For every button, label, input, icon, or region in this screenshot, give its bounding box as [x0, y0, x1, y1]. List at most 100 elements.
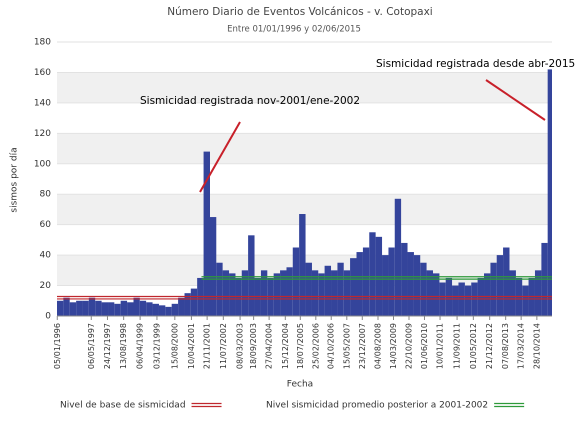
bar: [273, 273, 281, 316]
y-tick-label: 20: [40, 281, 52, 291]
y-tick-label: 80: [40, 190, 52, 200]
bar: [95, 300, 102, 316]
bar: [101, 302, 109, 316]
bar: [203, 151, 210, 316]
x-tick-label: 07/08/2013: [501, 323, 510, 369]
bar: [114, 303, 121, 316]
y-tick-label: 60: [40, 220, 52, 230]
chart-subtitle: Entre 01/01/1996 y 02/06/2015: [227, 25, 361, 35]
bar: [139, 300, 147, 316]
x-tick-label: 27/04/2004: [265, 323, 274, 369]
chart-title: Número Diario de Eventos Volcánicos - v.…: [167, 6, 432, 18]
x-tick-label: 15/12/2004: [281, 323, 290, 369]
bar: [420, 262, 427, 316]
grid-band: [57, 72, 552, 103]
bar: [63, 297, 70, 316]
x-axis-label: Fecha: [287, 380, 313, 390]
bar: [413, 255, 421, 316]
bar: [299, 214, 306, 316]
bar: [82, 300, 89, 316]
bar: [426, 270, 433, 316]
y-axis-label: sismos por día: [10, 147, 20, 212]
x-tick-label: 18/07/2005: [296, 323, 305, 369]
bar: [484, 273, 491, 316]
bar: [464, 285, 472, 316]
x-tick-label: 23/12/2007: [358, 323, 367, 369]
bar: [318, 273, 325, 316]
y-tick-label: 40: [40, 251, 52, 261]
x-tick-label: 10/04/2001: [187, 323, 196, 369]
bar: [496, 255, 504, 316]
bar: [248, 235, 255, 316]
annotation: Sismicidad registrada nov-2001/ene-2002: [140, 95, 360, 107]
x-tick-label: 06/05/1997: [87, 323, 96, 369]
bar: [260, 270, 268, 316]
bar: [534, 270, 542, 316]
x-tick-label: 25/02/2006: [311, 323, 320, 369]
bar: [311, 270, 319, 316]
bar: [394, 198, 402, 316]
bar: [503, 247, 510, 316]
bar: [108, 302, 115, 316]
bar: [184, 293, 191, 316]
bar: [69, 302, 77, 316]
x-tick-label: 21/12/2012: [485, 323, 494, 369]
x-tick-label: 24/12/1997: [103, 323, 112, 369]
x-tick-label: 01/05/2012: [469, 323, 478, 369]
bar: [343, 270, 351, 316]
bar: [280, 270, 287, 316]
bar: [146, 302, 153, 316]
bar: [222, 270, 230, 316]
bar: [522, 285, 529, 316]
x-tick-label: 10/01/2011: [436, 323, 445, 369]
annotation-arrow: [199, 121, 241, 193]
bar: [292, 247, 300, 316]
bar: [133, 297, 140, 316]
legend: Nivel de base de sismicidad Nivel sismici…: [60, 401, 525, 411]
x-tick-label: 04/10/2006: [327, 323, 336, 369]
x-tick-label: 15/08/2000: [170, 323, 179, 369]
bar: [356, 252, 363, 316]
x-tick-label: 21/11/2001: [203, 323, 212, 369]
x-tick-label: 28/10/2014: [532, 323, 541, 369]
bar: [209, 217, 217, 316]
bar: [76, 300, 83, 316]
annotation-arrow: [485, 79, 546, 121]
bar: [286, 267, 293, 316]
bar: [369, 232, 376, 316]
annotation: Sismicidad registrada desde abr-2015: [376, 58, 575, 70]
x-tick-label: 01/06/2010: [420, 323, 429, 369]
x-tick-label: 06/04/1999: [136, 323, 145, 369]
bar: [331, 270, 338, 316]
x-tick-label: 22/10/2009: [404, 323, 413, 369]
bar: [452, 285, 459, 316]
x-tick-label: 15/05/2007: [342, 323, 351, 369]
bar: [388, 247, 395, 316]
bar: [305, 262, 312, 316]
bar: [165, 306, 172, 316]
bar: [324, 265, 332, 316]
bar: [127, 302, 134, 316]
bar: [152, 303, 159, 316]
bar: [547, 69, 552, 317]
bar: [190, 288, 198, 316]
bar: [120, 300, 128, 316]
plot-area: 0 20 40 60 80 100 120 140 160 180 05/01/1996 06/05/…: [34, 38, 552, 369]
y-tick-label: 140: [34, 98, 51, 108]
y-tick-label: 0: [45, 312, 51, 322]
bar: [171, 303, 179, 316]
y-tick-label: 160: [34, 68, 51, 78]
bar: [88, 297, 96, 316]
bar: [362, 247, 370, 316]
x-tick-label: 04/08/2008: [373, 323, 382, 369]
grid-band: [57, 133, 552, 164]
legend-label: Nivel de base de sismicidad: [60, 401, 186, 411]
bar: [337, 262, 344, 316]
bar: [490, 262, 497, 316]
bar: [216, 262, 223, 316]
x-tick-label: 05/01/1996: [53, 323, 62, 369]
bar: [432, 273, 440, 316]
bar: [382, 255, 389, 316]
legend-label: Nivel sismicidad promedio posterior a 20…: [266, 401, 488, 411]
